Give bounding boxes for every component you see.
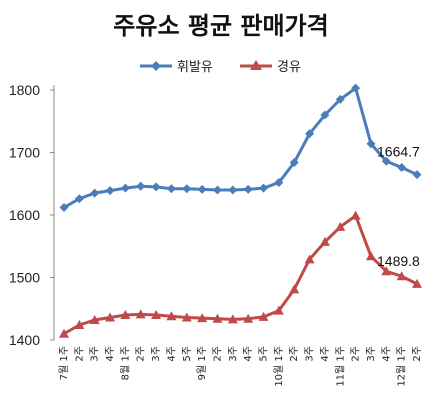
data-point — [59, 328, 69, 338]
data-point — [105, 186, 115, 196]
data-point — [74, 194, 84, 204]
data-point — [366, 139, 376, 149]
x-tick-label: 3주 — [151, 346, 162, 362]
y-tick-label: 1700 — [9, 145, 40, 161]
legend-marker — [151, 61, 161, 71]
x-tick-label: 8월 1주 — [119, 346, 131, 380]
data-point — [135, 309, 146, 319]
data-point — [212, 313, 223, 323]
data-point — [258, 311, 269, 321]
data-point — [412, 170, 422, 180]
x-tick-label: 5주 — [182, 346, 193, 362]
data-point — [259, 183, 269, 193]
data-label: 1664.7 — [377, 144, 420, 160]
data-point — [74, 320, 85, 329]
data-point — [227, 314, 238, 324]
y-tick-label: 1500 — [9, 270, 40, 286]
legend-marker — [250, 60, 262, 70]
x-tick-label: 3주 — [305, 346, 316, 362]
x-tick-label: 12월 1주 — [396, 346, 408, 387]
x-tick-label: 2주 — [351, 346, 362, 362]
data-point — [197, 313, 208, 323]
x-tick-label: 2주 — [289, 346, 300, 362]
data-point — [365, 251, 376, 261]
data-point — [320, 110, 330, 120]
data-point — [166, 184, 176, 194]
data-point — [350, 210, 361, 220]
data-point — [335, 221, 346, 231]
data-point — [381, 156, 391, 166]
data-point — [228, 185, 238, 195]
data-point — [274, 178, 284, 187]
data-point — [319, 236, 330, 246]
data-point — [197, 184, 207, 194]
y-tick-label: 1800 — [9, 82, 40, 98]
data-point — [182, 184, 192, 194]
data-point — [335, 94, 345, 104]
x-tick-label: 2주 — [136, 346, 147, 362]
series-line — [63, 213, 418, 336]
series-line — [63, 85, 418, 209]
data-point — [289, 158, 299, 167]
data-point — [273, 305, 284, 315]
x-tick-label: 4주 — [105, 346, 116, 362]
y-tick-label: 1600 — [9, 207, 40, 223]
data-point — [381, 266, 392, 276]
data-point — [105, 312, 116, 322]
data-point — [397, 163, 407, 172]
x-tick-label: 9월 1주 — [196, 346, 208, 380]
x-tick-label: 3주 — [90, 346, 101, 362]
data-point — [412, 278, 422, 288]
x-tick-label: 2주 — [74, 346, 85, 362]
y-tick-label: 1400 — [9, 332, 40, 348]
data-point — [181, 312, 192, 322]
data-point — [120, 183, 130, 193]
x-tick-label: 2주 — [212, 346, 223, 362]
data-point — [305, 129, 315, 139]
data-point — [136, 181, 146, 191]
data-point — [243, 184, 253, 194]
data-point — [59, 203, 69, 212]
x-tick-label: 4주 — [381, 346, 392, 362]
data-point — [120, 310, 131, 319]
data-point — [289, 284, 300, 294]
x-tick-label: 10월 1주 — [273, 346, 285, 387]
x-tick-label: 3주 — [228, 346, 239, 362]
data-point — [396, 271, 407, 281]
x-tick-label: 4주 — [166, 346, 177, 362]
data-point — [212, 185, 222, 195]
data-label: 1489.8 — [377, 253, 420, 269]
x-tick-label: 7월 1주 — [58, 346, 70, 380]
data-point — [243, 313, 254, 323]
data-point — [151, 182, 161, 192]
data-point — [89, 315, 100, 324]
data-point — [304, 254, 315, 264]
data-point — [90, 188, 100, 198]
chart-title: 주유소 평균 판매가격 — [113, 12, 329, 40]
data-point — [151, 310, 162, 319]
x-tick-label: 11월 1주 — [334, 346, 346, 387]
x-tick-label: 3주 — [366, 346, 377, 362]
x-tick-label: 5주 — [259, 346, 270, 362]
x-tick-label: 4주 — [320, 346, 331, 362]
data-point — [166, 311, 177, 321]
x-tick-label: 4주 — [243, 346, 254, 362]
x-tick-label: 2주 — [412, 346, 423, 362]
data-point — [351, 83, 361, 93]
legend-label: 경유 — [277, 60, 301, 75]
legend-label: 휘발유 — [177, 60, 213, 75]
